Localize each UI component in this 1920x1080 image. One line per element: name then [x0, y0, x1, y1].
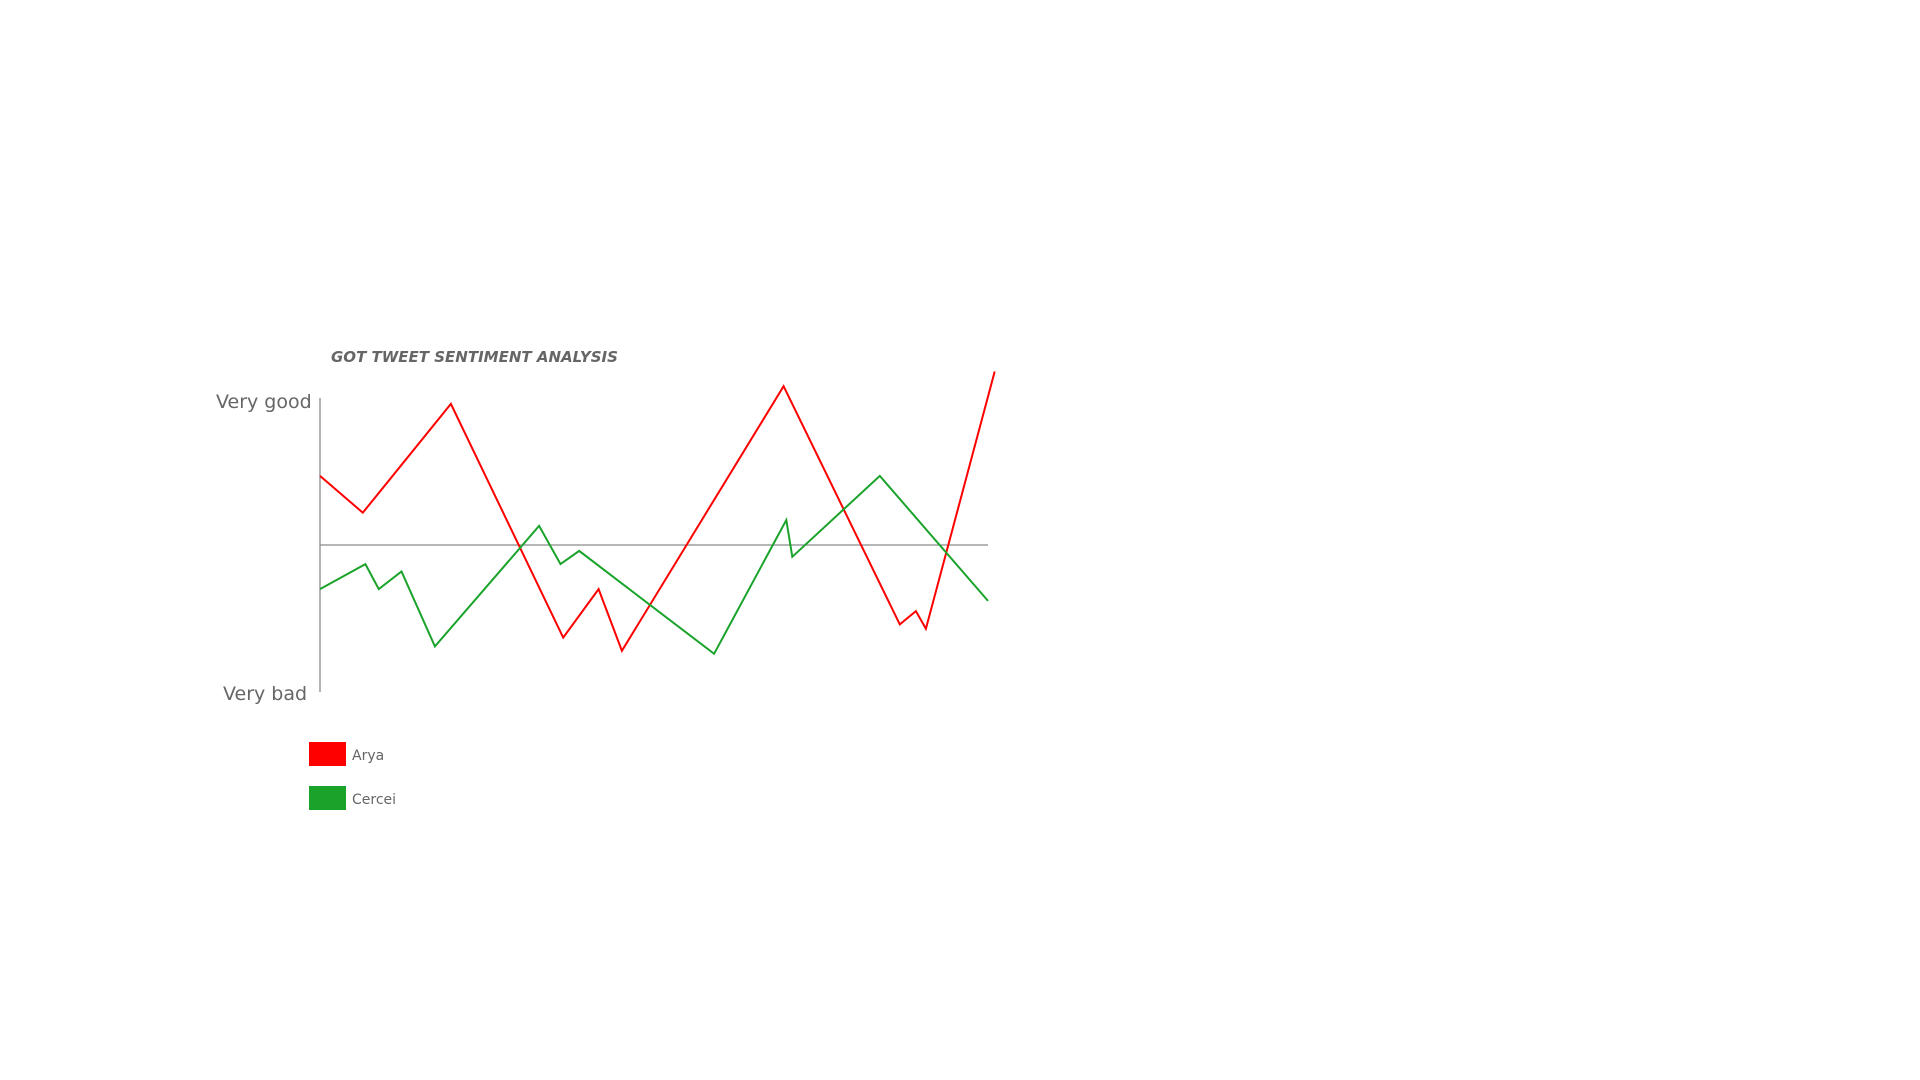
legend-label-cercei: Cercei	[352, 792, 396, 808]
series-line-cercei	[319, 474, 989, 656]
chart-title: GOT TWEET SENTIMENT ANALYSIS	[331, 348, 618, 366]
series-line-arya	[319, 371, 996, 654]
legend: Arya Cercei	[309, 742, 396, 810]
y-axis-label-bottom: Very bad	[223, 683, 307, 705]
legend-swatch-arya	[309, 742, 346, 766]
series-layer	[319, 371, 996, 656]
legend-label-arya: Arya	[352, 748, 384, 764]
legend-swatch-cercei	[309, 786, 346, 810]
y-axis-label-top: Very good	[216, 391, 312, 413]
